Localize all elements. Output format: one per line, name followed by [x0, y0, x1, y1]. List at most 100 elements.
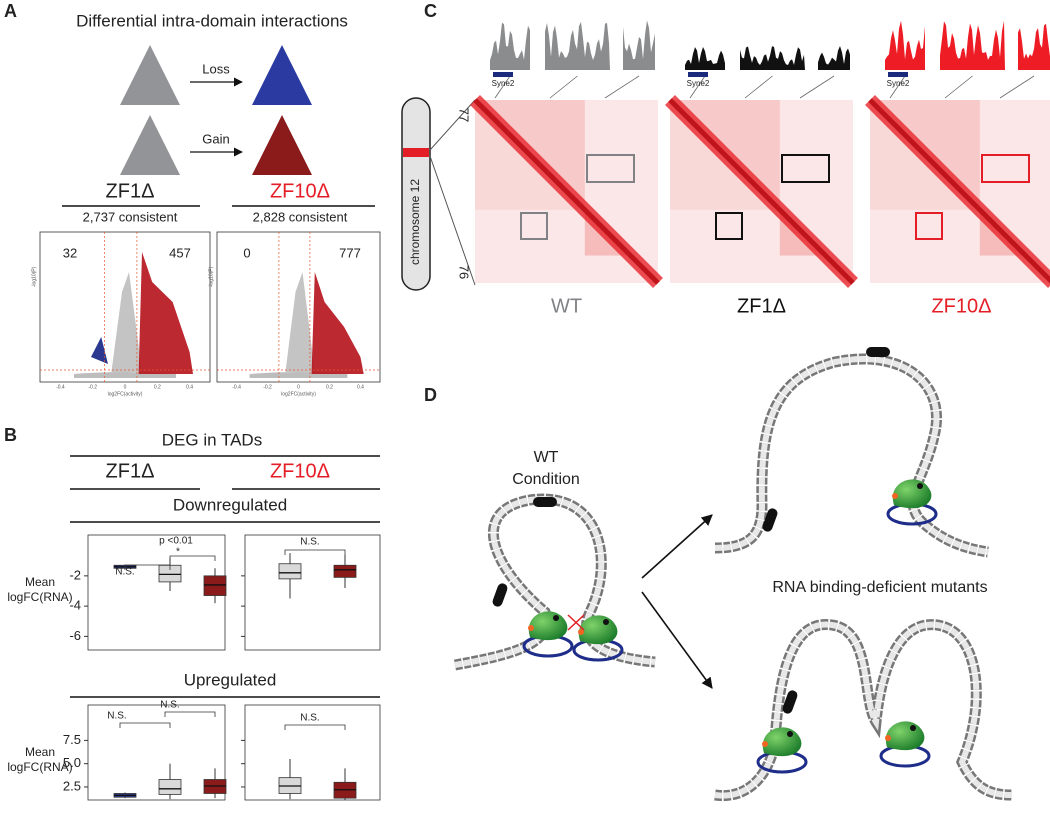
- condition-label: WT: [534, 449, 559, 466]
- gene: [492, 583, 508, 607]
- panel-label: B: [4, 425, 17, 445]
- condition-label: Condition: [512, 471, 580, 488]
- hic-diagonal: [473, 98, 660, 285]
- gene: [688, 72, 708, 77]
- box: [203, 575, 227, 596]
- consistent-count: 2,828 consistent: [253, 209, 348, 224]
- annotation: N.S.: [300, 713, 319, 724]
- hic-diagonal: [668, 98, 855, 285]
- chromosome-ideogram: [401, 97, 431, 291]
- chromatin: [454, 493, 656, 671]
- coordinate: 77: [457, 108, 472, 122]
- bracket: [119, 722, 171, 728]
- count-label: 457: [169, 245, 191, 260]
- cohesin: [528, 611, 568, 641]
- consistent-count: 2,737 consistent: [83, 209, 178, 224]
- gene-label: Syne2: [687, 79, 710, 88]
- cohesin-dot: [762, 741, 768, 747]
- point-cloud: [91, 337, 108, 364]
- condition-label: ZF10Δ: [270, 460, 330, 482]
- plot-frame: [244, 704, 381, 801]
- highlight-box: [715, 212, 743, 240]
- arrow-label: Gain: [202, 131, 229, 146]
- highlight-box: [981, 154, 1030, 183]
- box: [333, 564, 357, 578]
- x-tick-label: 0: [297, 384, 300, 390]
- annotation: N.S.: [160, 700, 179, 711]
- scissors: [567, 614, 585, 631]
- count-label: 777: [339, 245, 361, 260]
- zoom-line: [944, 75, 973, 99]
- condition-label: RNA binding-deficient mutants: [772, 579, 987, 596]
- condition-label: ZF1Δ: [106, 460, 155, 482]
- x-tick-label: 0: [124, 384, 127, 390]
- chromatin-diagrams: [454, 347, 1013, 802]
- zoom-line: [689, 75, 706, 99]
- panel-title: DEG in TADs: [162, 430, 262, 449]
- condition-label: ZF10Δ: [270, 180, 330, 202]
- cohesin-dot: [578, 629, 584, 635]
- chromatin: [454, 496, 656, 668]
- bracket: [164, 711, 216, 717]
- panel-label: A: [4, 1, 17, 21]
- cohesin-dot: [603, 619, 609, 625]
- y-tick-label: 7.5: [63, 732, 81, 747]
- highlight-box: [915, 212, 943, 240]
- point-cloud: [285, 272, 315, 372]
- axis-label: -log10(P): [31, 266, 37, 287]
- highlight-box: [586, 154, 635, 183]
- cohesin: [892, 479, 932, 509]
- signal-track: [1018, 23, 1050, 71]
- cohesin: [762, 727, 802, 757]
- gene: [866, 347, 890, 357]
- point-cloud: [138, 252, 193, 374]
- bracket: [284, 724, 346, 730]
- zoom-line: [889, 75, 906, 99]
- map-label: ZF1Δ: [737, 295, 786, 317]
- signal-track: [623, 20, 655, 70]
- arrow: [641, 514, 713, 579]
- triangle: [120, 115, 180, 175]
- bracket: [169, 555, 216, 561]
- cohesin: [885, 721, 925, 751]
- axis-label: logFC(RNA): [7, 590, 72, 604]
- box-plots: -2 -4 -6 N.S. p <0.01* N.S. 7.5 5.0 2.5 N.S. N.S. N…: [7, 534, 381, 801]
- annotation: N.S.: [115, 567, 134, 578]
- triangle: [252, 45, 312, 105]
- x-tick-label: -0.4: [56, 384, 65, 390]
- chromosome-label: chromosome 12: [408, 179, 422, 265]
- point-cloud: [311, 272, 364, 374]
- y-tick-label: -6: [69, 628, 81, 643]
- plot-frame: [87, 704, 226, 801]
- axis-label: -log10(P): [208, 266, 214, 287]
- volcano-plots: 32 457 -0.4 -0.2 0 0.2 0.4 log2FC(activity) -log…: [31, 231, 381, 397]
- zoom-line: [604, 75, 640, 99]
- cohesin-dot: [553, 615, 559, 621]
- panel-title: Differential intra-domain interactions: [76, 11, 348, 30]
- gene: [762, 508, 778, 532]
- gene: [888, 72, 908, 77]
- cohesin-dot: [885, 735, 891, 741]
- cohesin-dot: [892, 493, 898, 499]
- section-title: Upregulated: [184, 670, 277, 689]
- signal-track: [545, 21, 610, 70]
- map-label: WT: [551, 295, 582, 317]
- y-tick-label: 5.0: [63, 755, 81, 770]
- arrow-label: Loss: [202, 61, 230, 76]
- axis-label: Mean: [25, 745, 55, 759]
- count-label: 0: [243, 245, 250, 260]
- condition-label: ZF1Δ: [106, 180, 155, 202]
- chromosome-band: [403, 148, 429, 157]
- x-tick-label: -0.2: [263, 384, 272, 390]
- x-tick-label: 0.4: [357, 384, 364, 390]
- gene-label: Syne2: [492, 79, 515, 88]
- point-cloud: [111, 272, 142, 372]
- bracket: [284, 549, 346, 555]
- zoom-line: [494, 75, 511, 99]
- signal-track: [685, 46, 725, 70]
- arrow: [641, 591, 713, 689]
- zoom-line: [429, 155, 476, 286]
- map-label: ZF10Δ: [931, 295, 991, 317]
- annotation: p <0.01: [159, 536, 193, 547]
